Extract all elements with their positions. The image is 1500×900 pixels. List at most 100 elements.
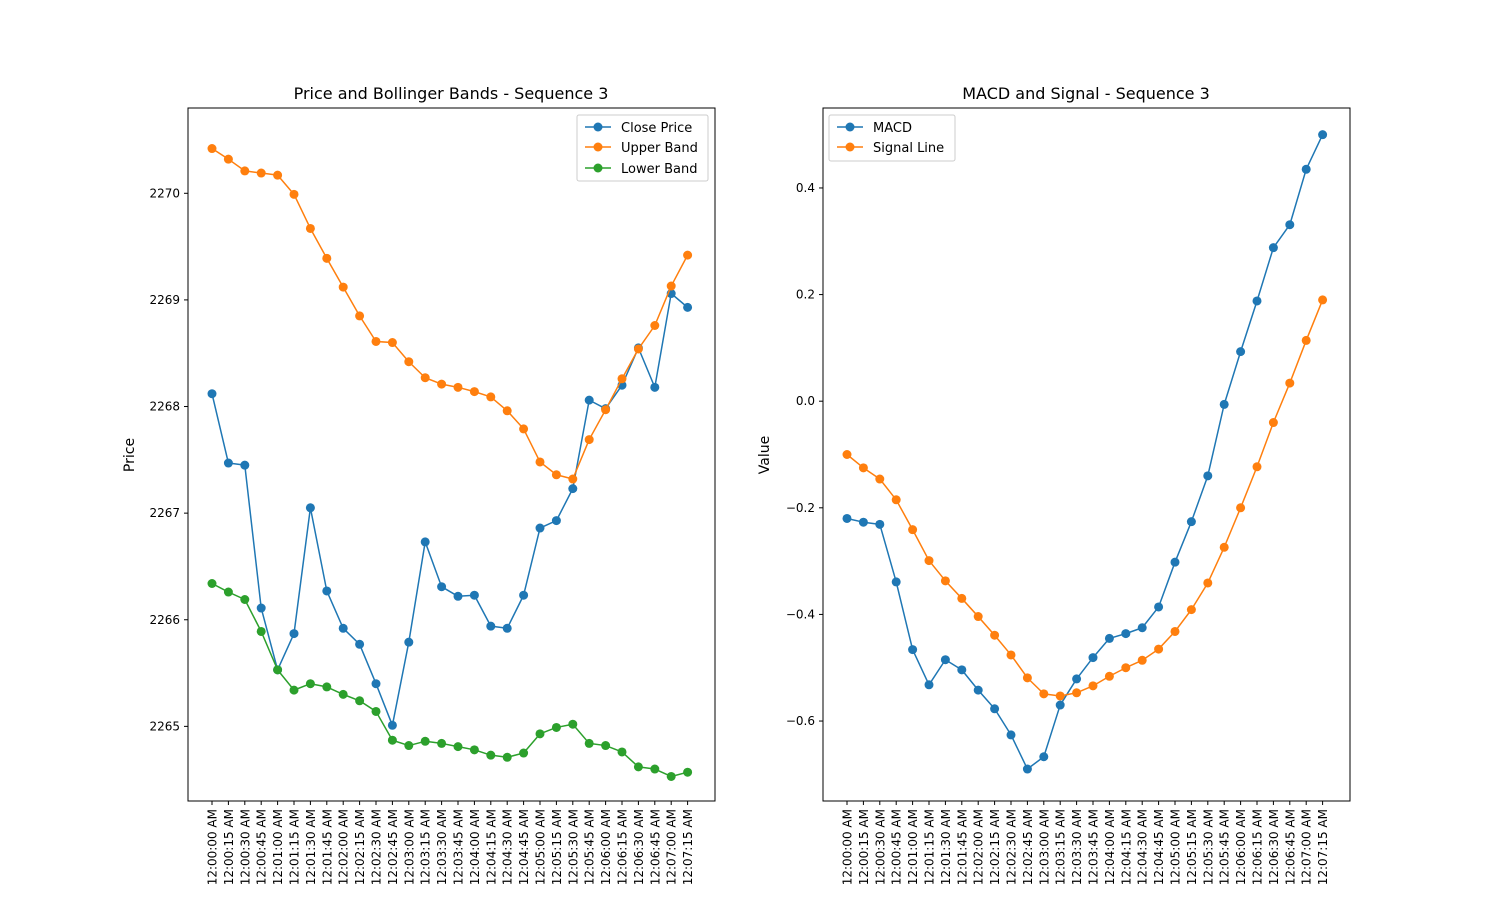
x-tick-label: 12:05:45 AM [583, 809, 597, 885]
data-point-upper-band [240, 166, 250, 176]
data-point-close-price [568, 484, 578, 494]
data-point-close-price [437, 582, 447, 592]
data-point-close-price [535, 523, 545, 533]
y-axis-label: Price [122, 438, 138, 472]
x-tick-label: 12:01:45 AM [320, 809, 334, 885]
price-bollinger-chart: Price and Bollinger Bands - Sequence 3 P… [122, 84, 716, 885]
data-point-signal-line [891, 495, 901, 505]
data-point-close-price [519, 590, 529, 600]
data-point-lower-band [338, 689, 348, 699]
x-tick-label: 12:07:15 AM [681, 809, 695, 885]
legend-marker-upper-band [593, 142, 603, 152]
x-tick-label: 12:05:00 AM [534, 809, 548, 885]
y-tick-label: 2267 [149, 506, 180, 520]
x-tick-label: 12:03:45 AM [1087, 809, 1101, 885]
data-point-lower-band [355, 696, 365, 706]
x-tick-label: 12:01:15 AM [923, 809, 937, 885]
x-tick-label: 12:02:00 AM [337, 809, 351, 885]
y-tick-label: 0.0 [796, 394, 815, 408]
x-tick-label: 12:06:15 AM [616, 809, 630, 885]
data-point-signal-line [1039, 689, 1049, 699]
data-point-lower-band [633, 762, 643, 772]
data-point-lower-band [502, 752, 512, 762]
x-tick-label: 12:02:30 AM [1005, 809, 1019, 885]
plot-area-frame [187, 107, 716, 802]
x-tick-label: 12:05:15 AM [550, 809, 564, 885]
y-tick-label: 2269 [149, 293, 180, 307]
data-point-lower-band [453, 742, 463, 752]
y-tick-label: 2270 [149, 186, 180, 200]
data-point-macd [1318, 130, 1328, 140]
data-point-macd [858, 517, 868, 527]
data-point-signal-line [1121, 663, 1131, 673]
x-tick-label: 12:03:45 AM [452, 809, 466, 885]
data-point-close-price [355, 639, 365, 649]
data-point-lower-band [207, 579, 217, 588]
x-tick-label: 12:02:00 AM [972, 809, 986, 885]
data-point-upper-band [650, 321, 660, 330]
data-point-upper-band [453, 382, 463, 392]
data-point-signal-line [858, 463, 868, 473]
x-tick-label: 12:01:30 AM [304, 809, 318, 885]
legend-label-macd: MACD [873, 121, 912, 136]
data-point-signal-line [1203, 578, 1213, 588]
data-point-signal-line [842, 450, 852, 459]
y-tick-label: −0.6 [786, 714, 815, 728]
data-point-close-price [256, 603, 266, 613]
y-tick-label: 2266 [149, 613, 180, 627]
x-tick-label: 12:03:00 AM [402, 809, 416, 885]
data-point-close-price [223, 458, 233, 468]
data-point-macd [875, 519, 885, 529]
data-point-signal-line [1268, 418, 1278, 428]
data-point-upper-band [223, 154, 233, 164]
data-point-upper-band [633, 344, 643, 354]
x-tick-label: 12:02:30 AM [370, 809, 384, 885]
x-tick-label: 12:04:00 AM [1103, 809, 1117, 885]
x-tick-label: 12:04:45 AM [1152, 809, 1166, 885]
data-point-lower-band [486, 750, 496, 760]
legend-label-lower-band: Lower Band [621, 162, 697, 177]
legend: MACD Signal Line [828, 114, 956, 162]
data-point-macd [1072, 674, 1082, 684]
data-point-signal-line [1186, 605, 1196, 615]
data-point-upper-band [519, 424, 529, 434]
data-point-close-price [404, 637, 414, 647]
data-point-close-price [650, 382, 660, 392]
y-tick-label: −0.4 [786, 607, 815, 621]
data-point-close-price [240, 460, 250, 470]
data-point-lower-band [305, 679, 315, 689]
data-point-macd [1268, 243, 1278, 253]
x-tick-label: 12:05:30 AM [1201, 809, 1215, 885]
x-tick-label: 12:05:00 AM [1169, 809, 1183, 885]
data-point-macd [973, 685, 983, 695]
data-point-upper-band [355, 311, 365, 321]
data-point-lower-band [617, 747, 627, 757]
x-tick-label: 12:01:15 AM [288, 809, 302, 885]
data-point-signal-line [1088, 681, 1098, 691]
x-tick-label: 12:06:15 AM [1251, 809, 1265, 885]
x-tick-label: 12:01:00 AM [271, 809, 285, 885]
data-point-lower-band [289, 685, 299, 695]
data-point-close-price [584, 395, 594, 405]
data-point-upper-band [584, 435, 594, 445]
data-point-signal-line [1072, 688, 1082, 698]
data-point-lower-band [683, 767, 693, 777]
x-axis: 12:00:00 AM 12:00:15 AM 12:00:30 AM 12:00:4… [841, 801, 1330, 885]
data-point-macd [1055, 700, 1065, 710]
data-point-macd [1252, 296, 1262, 306]
x-tick-label: 12:02:45 AM [386, 809, 400, 885]
data-point-macd [1022, 764, 1032, 774]
x-tick-label: 12:06:45 AM [648, 809, 662, 885]
data-point-lower-band [601, 741, 611, 751]
y-tick-label: −0.2 [786, 501, 815, 515]
x-tick-label: 12:07:00 AM [665, 809, 679, 885]
x-tick-label: 12:01:45 AM [955, 809, 969, 885]
x-tick-label: 12:05:45 AM [1218, 809, 1232, 885]
data-point-signal-line [908, 525, 918, 535]
data-point-macd [940, 655, 950, 665]
data-point-close-price [305, 503, 315, 513]
data-point-lower-band [256, 626, 266, 636]
x-tick-label: 12:06:30 AM [1267, 809, 1281, 885]
data-point-signal-line [973, 612, 983, 622]
